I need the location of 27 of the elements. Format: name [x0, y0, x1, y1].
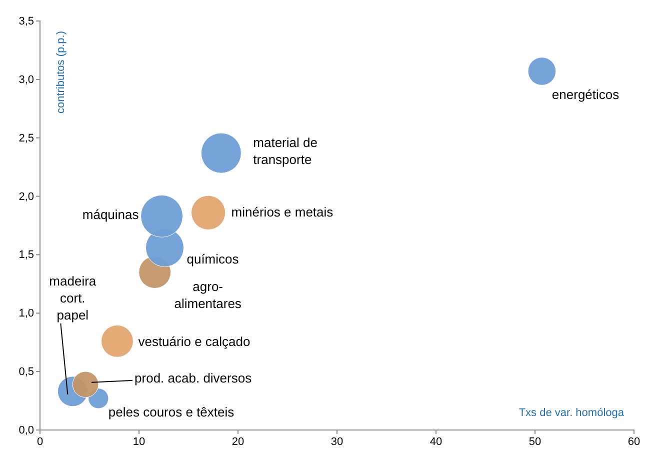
- x-tick-label: 10: [132, 436, 146, 448]
- x-tick-label: 0: [36, 436, 44, 448]
- y-tick-label: 0,0: [18, 424, 34, 437]
- y-tick-label: 2,5: [18, 132, 34, 144]
- y-tick-label: 1,0: [18, 308, 34, 320]
- annotation: prod. acab. diversos: [134, 370, 252, 386]
- annotation: vestuário e calçado: [138, 334, 250, 350]
- annotation: material de transporte: [253, 135, 318, 168]
- x-tick-label: 20: [232, 436, 244, 448]
- annotation: madeira cort. papel: [49, 273, 97, 322]
- annotation: minérios e metais: [231, 204, 334, 220]
- y-tick-label: 0,5: [18, 366, 34, 378]
- annotation: agro- alimentares: [174, 279, 242, 312]
- x-tick-label: 30: [330, 436, 344, 448]
- x-tick-label: 60: [628, 436, 640, 448]
- x-tick-label: 40: [430, 436, 442, 448]
- y-tick-label: 2,0: [18, 190, 34, 203]
- y-axis-title: contributos (p.p.): [55, 31, 67, 114]
- x-tick-label: 50: [528, 436, 542, 448]
- y-tick-label: 1,5: [18, 249, 34, 262]
- annotation: peles couros e têxteis: [108, 404, 235, 420]
- y-tick-label: 3,0: [18, 74, 34, 86]
- annotation: máquinas: [82, 207, 140, 222]
- y-tick-label: 3,5: [18, 16, 34, 28]
- annotation: energéticos: [552, 87, 620, 102]
- x-axis-title: Txs de var. homóloga: [518, 407, 625, 419]
- annotation: químicos: [186, 252, 240, 267]
